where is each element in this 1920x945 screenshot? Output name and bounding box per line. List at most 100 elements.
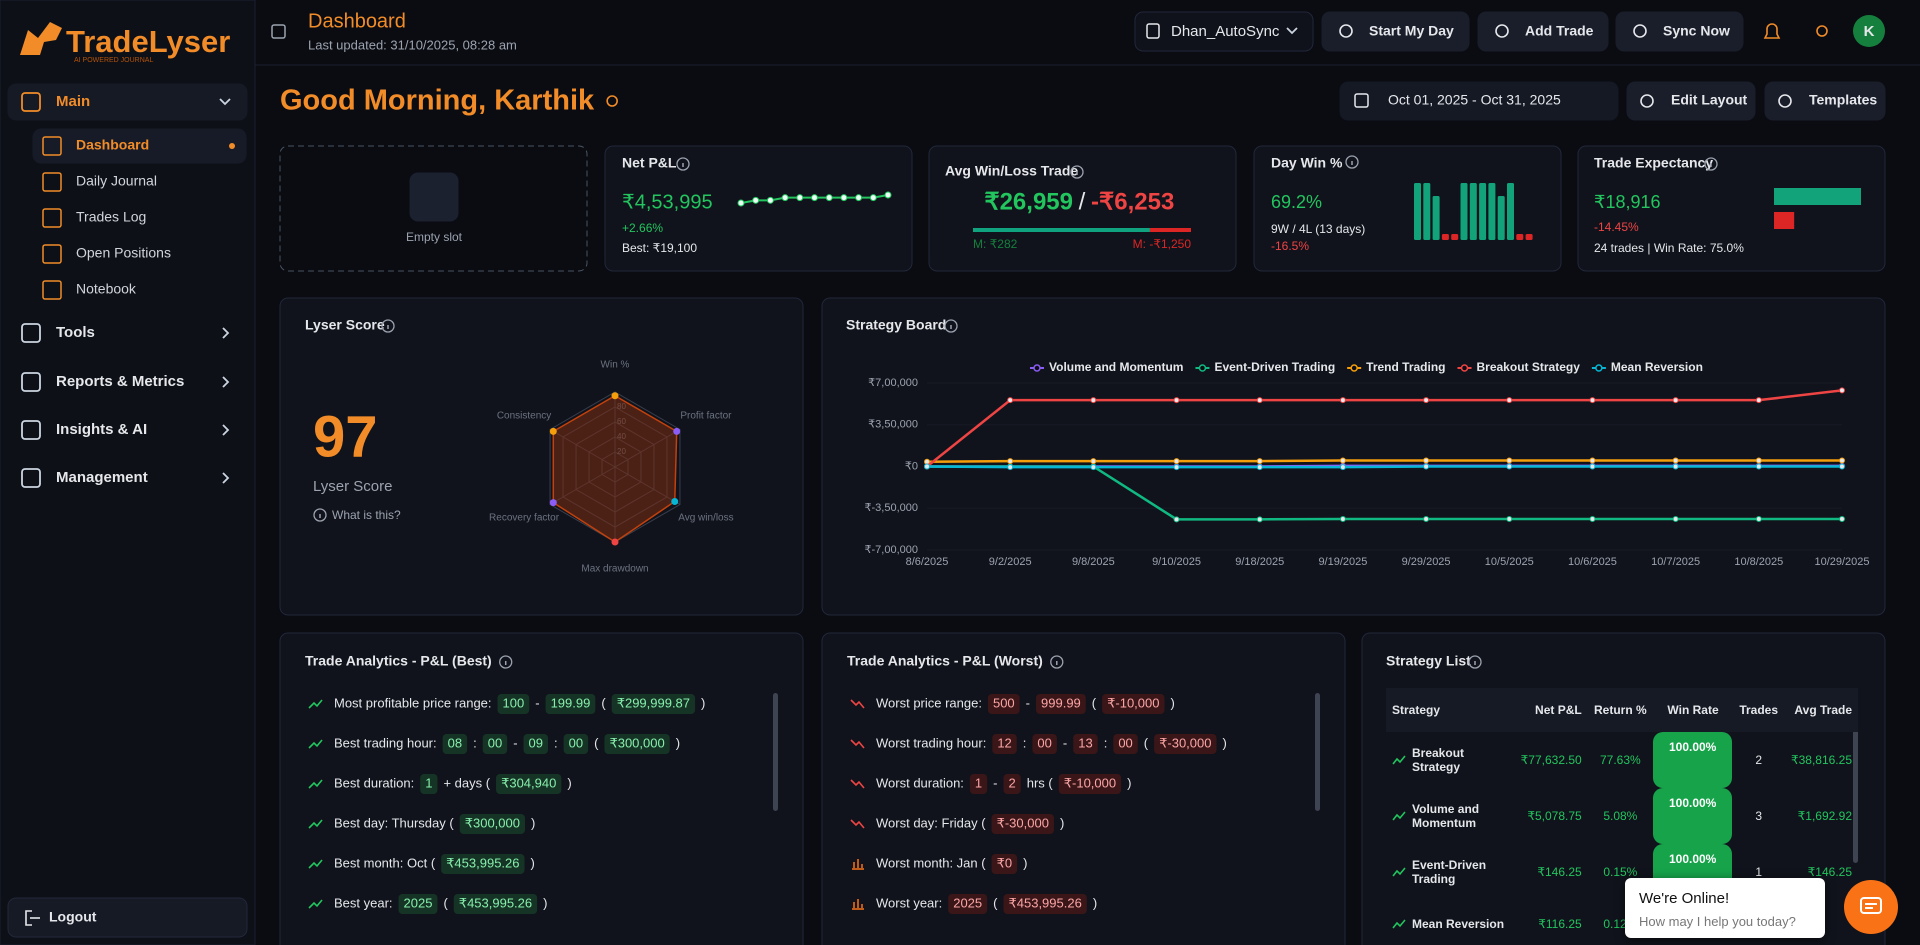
- nav-group[interactable]: Insights & AI: [56, 421, 147, 438]
- sparkline-dot: [884, 191, 892, 199]
- toolbar-button[interactable]: [1764, 81, 1886, 121]
- radar-point: [611, 392, 619, 400]
- chip-bg: [420, 774, 438, 794]
- metric-text: Most profitable price range:: [334, 695, 492, 710]
- nav-item[interactable]: Dashboard: [76, 137, 149, 153]
- chip-bg: [459, 814, 525, 834]
- kpi-change: +2.66%: [622, 221, 663, 235]
- series-point: [1672, 515, 1679, 522]
- series-point: [1672, 457, 1679, 464]
- avatar[interactable]: [1853, 15, 1885, 47]
- table-cell-text: 100.00%: [1660, 736, 1725, 758]
- metric-text: Worst day: Friday (: [876, 815, 986, 830]
- x-tick-label: 10/5/2025: [1485, 556, 1534, 568]
- header-action[interactable]: [1615, 11, 1744, 52]
- toolbar-button[interactable]: [1626, 81, 1756, 121]
- chat-button[interactable]: [1844, 880, 1898, 934]
- legend-label[interactable]: Event-Driven Trading: [1214, 360, 1335, 374]
- nav-item[interactable]: Open Positions: [76, 245, 171, 261]
- expectancy-bar: [1774, 188, 1861, 205]
- action-label[interactable]: Start My Day: [1369, 23, 1454, 39]
- sparkline-dot: [752, 196, 760, 204]
- table-cell: 100.00%: [1652, 732, 1733, 788]
- bell-icon[interactable]: [1763, 23, 1781, 39]
- column-header-text: Strategy: [1392, 703, 1441, 717]
- kpi-change: -14.45%: [1594, 220, 1639, 234]
- legend-label[interactable]: Breakout Strategy: [1477, 360, 1581, 374]
- toolbar-label[interactable]: Edit Layout: [1671, 92, 1748, 108]
- table-row[interactable]: Breakout Strategy ₹77,632.50 77.63% 100.00%…: [1386, 732, 1858, 788]
- table-row[interactable]: Volume and Momentum ₹5,078.75 5.08% 100.00%…: [1386, 788, 1858, 844]
- chat-icon: [1860, 897, 1882, 914]
- radar-axis-label: Profit factor: [680, 411, 732, 422]
- nav-group[interactable]: Management: [56, 469, 148, 486]
- table-cell: Volume and Momentum: [1386, 788, 1514, 844]
- table-cell: ₹38,816.25: [1784, 732, 1858, 788]
- kpi-value: ₹4,53,995: [622, 191, 713, 213]
- date-range[interactable]: [1339, 81, 1619, 121]
- metric-text: :: [473, 735, 477, 750]
- legend-label[interactable]: Mean Reversion: [1611, 360, 1703, 374]
- panel-title: Trade Analytics - P&L (Worst): [847, 653, 1043, 669]
- legend-label[interactable]: Volume and Momentum: [1049, 360, 1183, 374]
- radar-point: [549, 427, 557, 435]
- series-point: [1339, 457, 1346, 464]
- theme-icon[interactable]: [1816, 25, 1828, 37]
- avg-win: ₹26,959: [984, 188, 1073, 215]
- table-cell: Mean Reversion: [1386, 900, 1514, 945]
- nav-item[interactable]: Trades Log: [76, 209, 146, 225]
- nav-group[interactable]: Reports & Metrics: [56, 373, 184, 390]
- day-bar: [1525, 234, 1533, 240]
- account-select[interactable]: [1134, 11, 1314, 52]
- sidebar-toggle[interactable]: [271, 24, 286, 39]
- sparkline-dot: [737, 199, 745, 207]
- logout-label[interactable]: Logout: [49, 909, 97, 925]
- kpi-card: [604, 145, 913, 272]
- avatar-initial[interactable]: K: [1864, 23, 1875, 40]
- table-cell: 1: [1733, 844, 1784, 900]
- chat-bubble[interactable]: We're Online! How may I help you today?: [1625, 878, 1825, 938]
- bar-icon: [852, 859, 864, 870]
- series-point: [1506, 457, 1513, 464]
- score-help[interactable]: What is this?: [332, 508, 401, 522]
- day-bar: [1469, 183, 1477, 240]
- action-label[interactable]: Sync Now: [1663, 23, 1730, 39]
- account-name[interactable]: Dhan_AutoSync: [1171, 23, 1280, 40]
- brand-tagline: AI POWERED JOURNAL: [74, 57, 153, 64]
- radar-point: [611, 538, 619, 546]
- column-header-text: Net P&L: [1535, 703, 1582, 717]
- metric-text: Worst trading hour:: [876, 735, 986, 750]
- card-title: Day Win %: [1271, 155, 1343, 171]
- date-range-label[interactable]: Oct 01, 2025 - Oct 31, 2025: [1388, 92, 1561, 108]
- series-point: [1090, 397, 1097, 404]
- chip-bg: [992, 734, 1017, 754]
- action-icon: [1633, 24, 1647, 38]
- series-line: [926, 389, 1843, 468]
- header-action[interactable]: [1321, 11, 1470, 52]
- last-updated: Last updated: 31/10/2025, 08:28 am: [308, 37, 517, 52]
- nav-item[interactable]: Notebook: [76, 281, 137, 297]
- nav-group[interactable]: Tools: [56, 324, 95, 341]
- chevron: [222, 376, 230, 388]
- empty-slot[interactable]: [279, 145, 588, 272]
- kpi-record: 9W / 4L (13 days): [1271, 222, 1365, 236]
- metric-chip: 00: [488, 735, 502, 750]
- header-action[interactable]: [1477, 11, 1609, 52]
- logout-button[interactable]: [7, 897, 248, 938]
- nav-item[interactable]: Daily Journal: [76, 173, 157, 189]
- series-point: [1839, 463, 1845, 470]
- nav-group[interactable]: Main: [56, 93, 90, 110]
- nav-item-icon: [42, 136, 62, 156]
- toolbar-label[interactable]: Templates: [1809, 92, 1877, 108]
- legend-label[interactable]: Trend Trading: [1366, 360, 1445, 374]
- metric-text: :: [554, 735, 558, 750]
- nav-icon: [21, 420, 41, 440]
- metric-chip: 2025: [404, 895, 433, 910]
- action-label[interactable]: Add Trade: [1525, 23, 1594, 39]
- metric-text: ): [1023, 855, 1027, 870]
- scrollbar: [1853, 693, 1858, 863]
- series-line: [926, 459, 1842, 463]
- table-cell-text: ₹146.25: [1537, 865, 1582, 879]
- trend-icon: [1392, 811, 1406, 821]
- metric-text: -: [1026, 695, 1030, 710]
